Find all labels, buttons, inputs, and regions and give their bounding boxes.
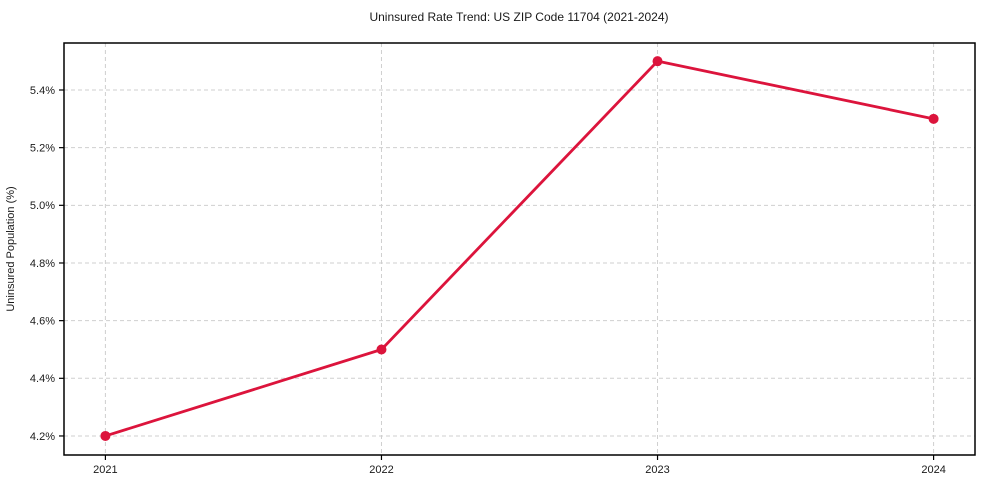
data-series-layer <box>100 56 939 441</box>
x-tick-label: 2022 <box>369 464 393 476</box>
y-axis-label: Uninsured Population (%) <box>5 186 17 311</box>
x-tick-label: 2023 <box>645 464 669 476</box>
y-tick-label: 4.4% <box>30 373 55 385</box>
y-tick-label: 4.2% <box>30 431 55 443</box>
trend-line <box>104 59 935 438</box>
y-tick-label: 5.2% <box>30 142 55 154</box>
x-tick-label: 2021 <box>93 464 117 476</box>
y-tick-label: 5.0% <box>30 200 55 212</box>
data-point-marker <box>928 113 939 124</box>
x-tick-label: 2024 <box>921 464 945 476</box>
chart-title: Uninsured Rate Trend: US ZIP Code 11704 … <box>369 10 668 24</box>
data-point-marker <box>376 344 387 355</box>
plot-border <box>63 42 976 456</box>
data-point-marker <box>652 56 663 67</box>
y-tick-label: 4.8% <box>30 258 55 270</box>
axes-frame-layer <box>63 42 976 456</box>
data-point-marker <box>100 430 111 441</box>
y-tick-label: 4.6% <box>30 315 55 327</box>
y-tick-label: 5.4% <box>30 85 55 97</box>
gridline-layer <box>64 43 975 455</box>
tick-layer: 4.2% 4.4% 4.6% 4.8% 5.0% 5.2% 5.4% 2021 2022 2023… <box>30 85 946 476</box>
